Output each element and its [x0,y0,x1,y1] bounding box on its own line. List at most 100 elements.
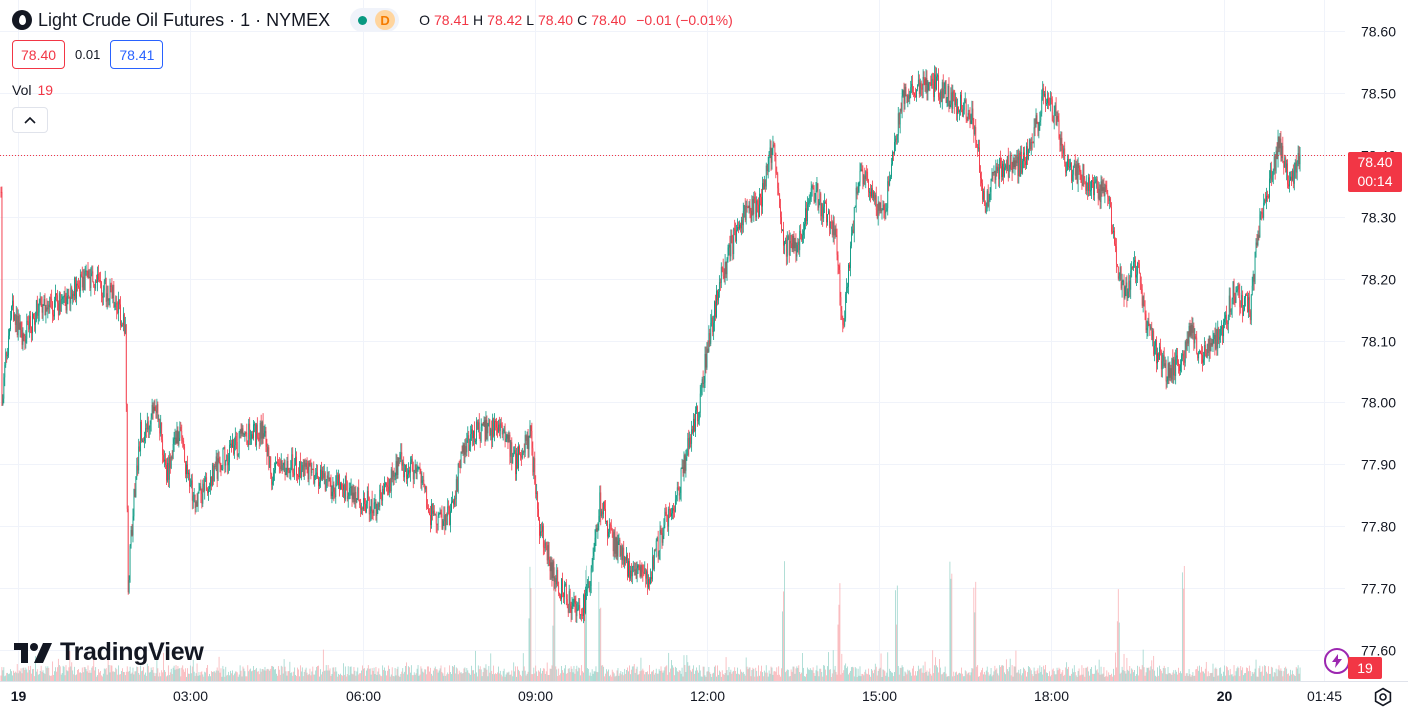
volume-bar [1086,667,1088,681]
buy-price-button[interactable]: 78.41 [110,40,164,69]
volume-bar [546,662,548,681]
candle-body [866,171,868,173]
volume-bar [1035,674,1037,681]
candle-body [787,236,789,240]
volume-bar [1043,665,1045,681]
candle-body [1089,177,1090,192]
candle-body [1298,152,1300,165]
volume-bar [309,668,311,681]
lightning-icon[interactable] [1324,648,1350,674]
candle-body [329,477,331,482]
volume-bar [673,667,674,681]
volume-bar [225,666,227,681]
volume-bar [827,666,828,681]
candle-body [857,191,859,194]
volume-bar [626,670,627,681]
candle-body [715,301,716,318]
candle-body [1104,184,1106,196]
sell-price-button[interactable]: 78.40 [12,40,66,69]
volume-bar [744,675,746,681]
candle-body [1270,170,1272,181]
volume-bar [968,672,970,681]
candle-body [739,224,740,229]
candle-body [1094,181,1096,183]
volume-bar [245,676,247,681]
delayed-data-badge[interactable]: D [375,10,396,30]
price-axis[interactable]: 78.6078.5078.4078.3078.2078.1078.0077.90… [1361,24,1396,659]
tradingview-logo[interactable]: TradingView [14,638,204,667]
settings-icon[interactable] [1370,684,1396,710]
collapse-legend-button[interactable] [12,107,48,133]
market-status[interactable]: D [350,8,400,32]
candle-body [539,519,540,536]
candle-body [240,429,242,434]
volume-bar [579,668,581,681]
volume-bar [164,670,165,681]
volume-bar [952,676,954,681]
candle-body [142,440,143,442]
symbol-title[interactable]: Light Crude Oil Futures · 1 · NYMEX [38,9,331,30]
candle-body [672,508,673,514]
candle-body [576,609,578,617]
volume-bar [294,667,296,681]
volume-bar [1099,674,1101,681]
candle-body [335,483,337,497]
candle-body [502,430,504,435]
candle-body [1127,291,1129,299]
candle-body [761,197,762,207]
volume-bar [470,674,472,681]
candle-body [960,94,962,109]
candle-body [1007,156,1009,178]
candle-body [758,204,759,217]
volume-bar [877,670,879,681]
candle-body [665,511,667,515]
candle-body [1054,105,1056,113]
volume-bar [101,676,103,681]
candle-body [323,473,325,478]
time-axis[interactable]: 19 03:00 06:00 09:00 12:00 15:00 18:00 20 01:45 [11,688,1343,704]
volume-bar [662,672,664,681]
volume-bar [795,668,797,681]
candle-body [399,454,401,460]
candle-body [1215,329,1217,349]
volume-bar [99,672,100,681]
volume-bar [915,671,916,681]
high-label: H [473,12,484,28]
candle-body [217,458,219,479]
candle-body [95,280,97,289]
candle-body [736,230,737,241]
volume-bar [737,667,738,681]
volume-bar [958,673,959,681]
volume-bar [270,668,272,681]
candle-body [10,318,11,330]
candle-body [403,462,405,478]
volume-bar [759,675,760,681]
candle-body [1281,145,1283,159]
candle-body [560,595,561,600]
candle-body [1247,294,1248,313]
volume-bar [888,676,890,681]
volume-bar [565,673,567,681]
volume-bar [346,674,348,681]
volume-legend[interactable]: Vol 19 [12,82,53,98]
volume-bar [608,669,609,681]
candle-body [1111,207,1112,232]
candle-body [1124,287,1126,298]
candle-body [996,166,998,172]
candle-body [1254,251,1256,282]
candle-body [1045,93,1046,104]
candle-body [479,435,481,441]
candle-body [148,427,150,430]
candle-body [850,245,851,269]
volume-bar [1014,666,1016,681]
volume-bar [1129,665,1131,681]
volume-bar [922,665,924,681]
volume-bar [1095,670,1097,681]
candle-body [566,599,568,607]
candle-body [1061,137,1063,151]
volume-bar [1216,668,1218,681]
volume-bar [896,585,898,681]
volume-bar [1082,674,1084,681]
candle-body [167,462,169,480]
